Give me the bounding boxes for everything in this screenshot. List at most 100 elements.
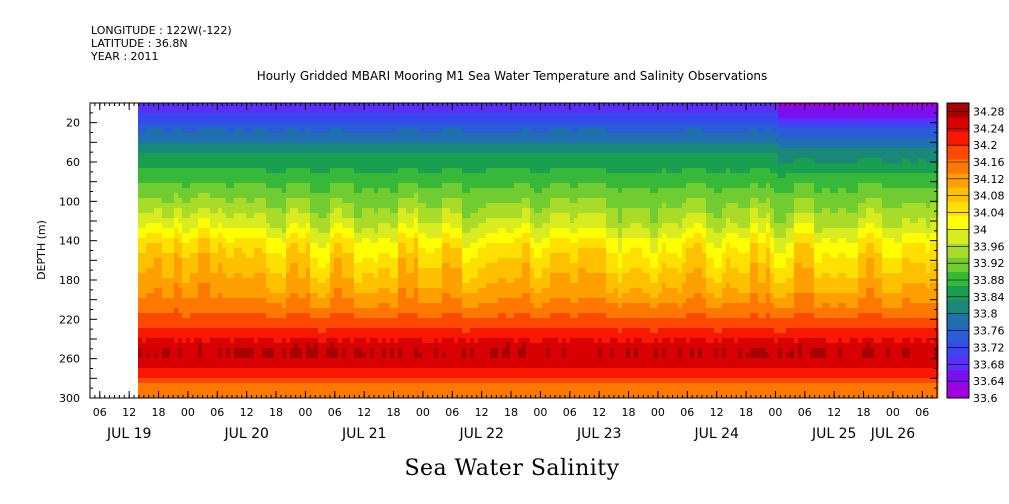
heatmap-cell: [354, 233, 359, 239]
heatmap-cell: [370, 368, 375, 374]
heatmap-cell: [438, 168, 443, 174]
heatmap-cell: [230, 133, 235, 139]
heatmap-cell: [238, 343, 243, 349]
heatmap-cell: [170, 208, 175, 214]
heatmap-cell: [166, 243, 171, 249]
heatmap-cell: [462, 278, 467, 284]
heatmap-cell: [466, 278, 471, 284]
heatmap-cell: [414, 323, 419, 329]
heatmap-cell: [174, 123, 179, 129]
heatmap-cell: [266, 283, 271, 289]
heatmap-cell: [142, 333, 147, 339]
heatmap-cell: [346, 278, 351, 284]
heatmap-cell: [314, 333, 319, 339]
heatmap-cell: [202, 213, 207, 219]
heatmap-cell: [466, 158, 471, 164]
heatmap-cell: [194, 293, 199, 299]
heatmap-cell: [170, 188, 175, 194]
heatmap-cell: [218, 118, 223, 124]
heatmap-cell: [154, 148, 159, 154]
heatmap-cell: [246, 368, 251, 374]
heatmap-cell: [166, 273, 171, 279]
heatmap-cell: [426, 178, 431, 184]
heatmap-cell: [474, 138, 479, 144]
heatmap-cell: [446, 223, 451, 229]
heatmap-cell: [282, 138, 287, 144]
heatmap-cell: [346, 203, 351, 209]
heatmap-cell: [294, 378, 299, 384]
heatmap-cell: [330, 128, 335, 134]
heatmap-cell: [386, 273, 391, 279]
heatmap-cell: [330, 388, 335, 394]
heatmap-cell: [186, 353, 191, 359]
heatmap-cell: [358, 288, 363, 294]
heatmap-cell: [418, 228, 423, 234]
heatmap-cell: [222, 393, 227, 399]
heatmap-cell: [422, 303, 427, 309]
heatmap-cell: [334, 108, 339, 114]
heatmap-cell: [370, 348, 375, 354]
heatmap-cell: [246, 353, 251, 359]
heatmap-cell: [242, 258, 247, 264]
heatmap-cell: [330, 328, 335, 334]
heatmap-cell: [278, 278, 283, 284]
heatmap-cell: [458, 258, 463, 264]
heatmap-cell: [470, 243, 475, 249]
heatmap-cell: [438, 228, 443, 234]
heatmap-cell: [410, 253, 415, 259]
heatmap-cell: [378, 198, 383, 204]
heatmap-cell: [142, 323, 147, 329]
heatmap-cell: [422, 193, 427, 199]
heatmap-cell: [218, 303, 223, 309]
heatmap-cell: [266, 218, 271, 224]
heatmap-cell: [186, 248, 191, 254]
heatmap-cell: [282, 363, 287, 369]
heatmap-cell: [266, 258, 271, 264]
heatmap-cell: [194, 233, 199, 239]
heatmap-cell: [238, 328, 243, 334]
heatmap-cell: [202, 223, 207, 229]
heatmap-cell: [446, 298, 451, 304]
heatmap-cell: [174, 253, 179, 259]
heatmap-cell: [290, 223, 295, 229]
heatmap-cell: [230, 288, 235, 294]
heatmap-cell: [434, 313, 439, 319]
heatmap-cell: [170, 393, 175, 399]
heatmap-cell: [218, 383, 223, 389]
heatmap-cell: [246, 268, 251, 274]
heatmap-cell: [174, 358, 179, 364]
heatmap-cell: [246, 208, 251, 214]
heatmap-cell: [374, 263, 379, 269]
heatmap-cell: [266, 143, 271, 149]
heatmap-cell: [362, 363, 367, 369]
heatmap-cell: [326, 218, 331, 224]
heatmap-cell: [254, 228, 259, 234]
heatmap-cell: [138, 283, 143, 289]
heatmap-cell: [462, 193, 467, 199]
heatmap-cell: [318, 173, 323, 179]
heatmap-cell: [474, 173, 479, 179]
heatmap-cell: [374, 283, 379, 289]
heatmap-cell: [186, 238, 191, 244]
heatmap-cell: [254, 233, 259, 239]
heatmap-cell: [334, 203, 339, 209]
heatmap-cell: [298, 168, 303, 174]
heatmap-cell: [350, 158, 355, 164]
heatmap-cell: [386, 238, 391, 244]
heatmap-cell: [422, 263, 427, 269]
heatmap-cell: [214, 153, 219, 159]
heatmap-cell: [322, 238, 327, 244]
heatmap-cell: [462, 298, 467, 304]
heatmap-cell: [186, 378, 191, 384]
heatmap-cell: [350, 303, 355, 309]
heatmap-cell: [398, 313, 403, 319]
heatmap-cell: [194, 248, 199, 254]
heatmap-cell: [330, 218, 335, 224]
heatmap-cell: [238, 138, 243, 144]
heatmap-cell: [338, 388, 343, 394]
heatmap-cell: [374, 298, 379, 304]
heatmap-cell: [290, 388, 295, 394]
heatmap-cell: [170, 233, 175, 239]
heatmap-cell: [218, 248, 223, 254]
heatmap-cell: [162, 323, 167, 329]
